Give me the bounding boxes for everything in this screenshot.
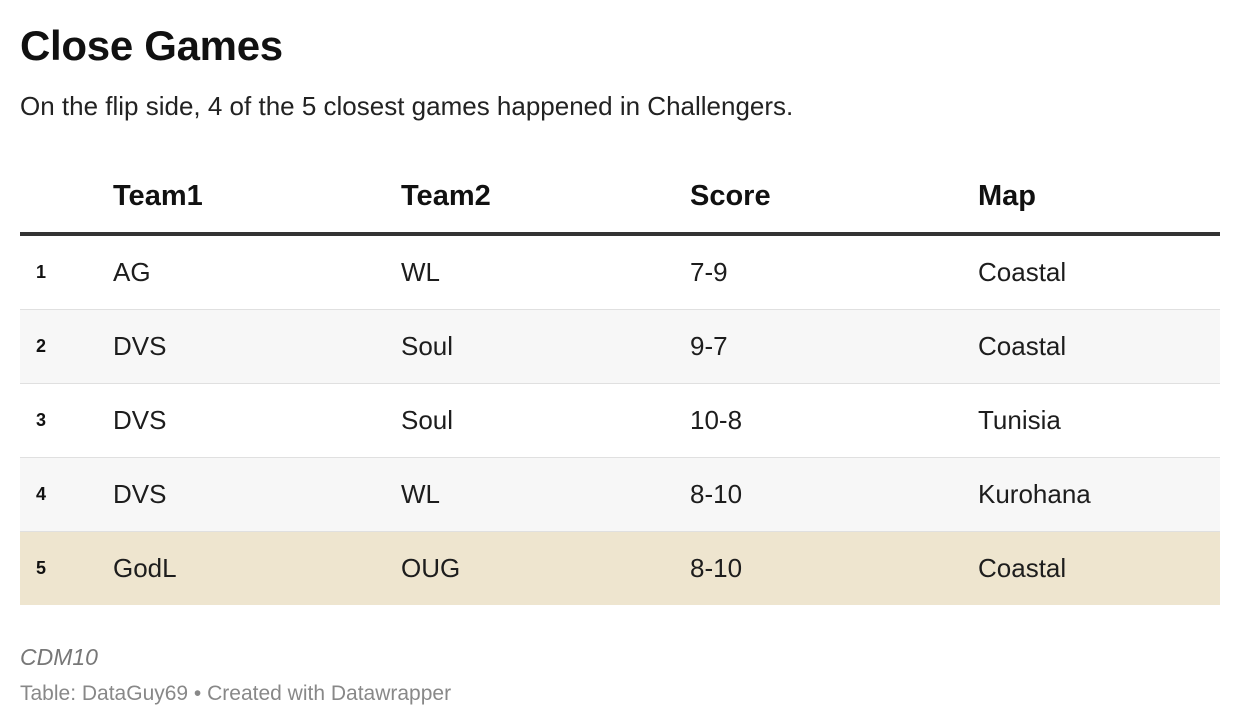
header-team1[interactable]: Team1 [113, 160, 401, 236]
cell-team2: Soul [401, 309, 690, 384]
cell-rank: 1 [20, 234, 113, 310]
cell-rank: 2 [20, 309, 113, 384]
cell-map: Coastal [978, 531, 1220, 605]
table-row: 3 DVS Soul 10-8 Tunisia [20, 383, 1220, 458]
header-rank [20, 160, 113, 236]
cell-map: Tunisia [978, 383, 1220, 458]
cell-team1: AG [113, 234, 401, 310]
table-row: 1 AG WL 7-9 Coastal [20, 234, 1220, 310]
cell-rank: 3 [20, 383, 113, 458]
table-row: 2 DVS Soul 9-7 Coastal [20, 309, 1220, 384]
cell-score: 7-9 [690, 234, 978, 310]
cell-team2: WL [401, 234, 690, 310]
cell-score: 10-8 [690, 383, 978, 458]
cell-rank: 4 [20, 457, 113, 532]
table-row: 4 DVS WL 8-10 Kurohana [20, 457, 1220, 532]
header-team2[interactable]: Team2 [401, 160, 690, 236]
cell-score: 8-10 [690, 531, 978, 605]
header-score[interactable]: Score [690, 160, 978, 236]
header-map[interactable]: Map [978, 160, 1220, 236]
cell-team1: GodL [113, 531, 401, 605]
header-row: Team1 Team2 Score Map [20, 160, 1220, 236]
chart-source: Table: DataGuy69 • Created with Datawrap… [20, 682, 452, 705]
games-table: Team1 Team2 Score Map 1 AG WL 7-9 Coasta… [20, 160, 1220, 605]
chart-subtitle: On the flip side, 4 of the 5 closest gam… [20, 91, 794, 121]
cell-score: 9-7 [690, 309, 978, 384]
cell-team2: OUG [401, 531, 690, 605]
cell-score: 8-10 [690, 457, 978, 532]
cell-team1: DVS [113, 457, 401, 532]
table-row-highlighted: 5 GodL OUG 8-10 Coastal [20, 531, 1220, 605]
chart-notes: CDM10 [20, 644, 98, 670]
cell-team1: DVS [113, 383, 401, 458]
cell-team1: DVS [113, 309, 401, 384]
cell-team2: Soul [401, 383, 690, 458]
cell-map: Coastal [978, 234, 1220, 310]
cell-rank: 5 [20, 531, 113, 605]
chart-title: Close Games [20, 22, 283, 69]
cell-map: Kurohana [978, 457, 1220, 532]
cell-map: Coastal [978, 309, 1220, 384]
cell-team2: WL [401, 457, 690, 532]
